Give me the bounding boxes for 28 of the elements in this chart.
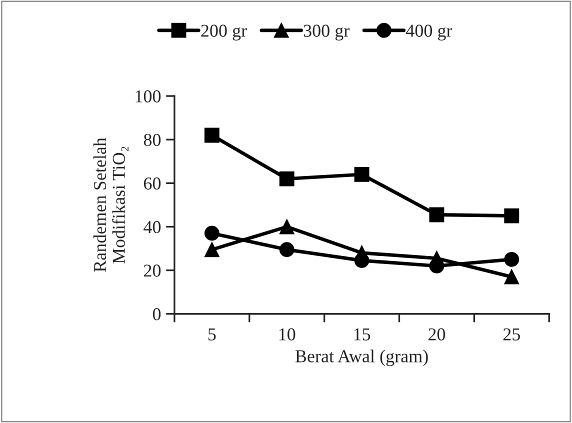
y-axis-title: Randemen Setelah Modifikasi TiO₂ <box>93 138 128 272</box>
x-tick-label: 5 <box>208 328 216 340</box>
x-tick-label: 10 <box>279 328 296 340</box>
point <box>354 166 370 182</box>
legend-label: 200 gr <box>201 24 247 41</box>
point <box>204 226 220 241</box>
point <box>504 208 520 224</box>
x-tick-label: 25 <box>503 328 520 340</box>
x-tick-label: 20 <box>428 328 446 340</box>
y-tick-label: 20 <box>144 264 161 277</box>
point <box>279 242 294 258</box>
point <box>354 245 370 260</box>
point <box>279 171 294 186</box>
point <box>204 242 220 258</box>
point <box>279 219 294 234</box>
point <box>204 128 220 143</box>
y-tick-label: 60 <box>144 177 161 190</box>
x-tick-label: 15 <box>354 328 370 340</box>
y-tick-label: 0 <box>152 308 161 320</box>
y-tick-label: 80 <box>144 134 161 146</box>
legend-label: 300 gr <box>304 24 350 41</box>
point <box>504 269 520 284</box>
point <box>504 252 520 267</box>
y-tick-label: 100 <box>136 90 161 102</box>
y-tick-label: 40 <box>144 220 161 234</box>
point <box>429 207 444 222</box>
legend-label: 400 gr <box>406 24 452 41</box>
x-axis-title: Berat Awal (gram) <box>295 350 428 366</box>
